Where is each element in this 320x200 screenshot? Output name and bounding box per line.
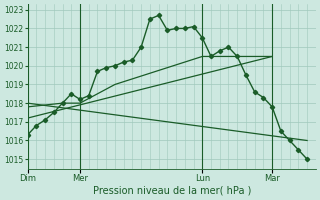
X-axis label: Pression niveau de la mer( hPa ): Pression niveau de la mer( hPa )	[92, 186, 251, 196]
